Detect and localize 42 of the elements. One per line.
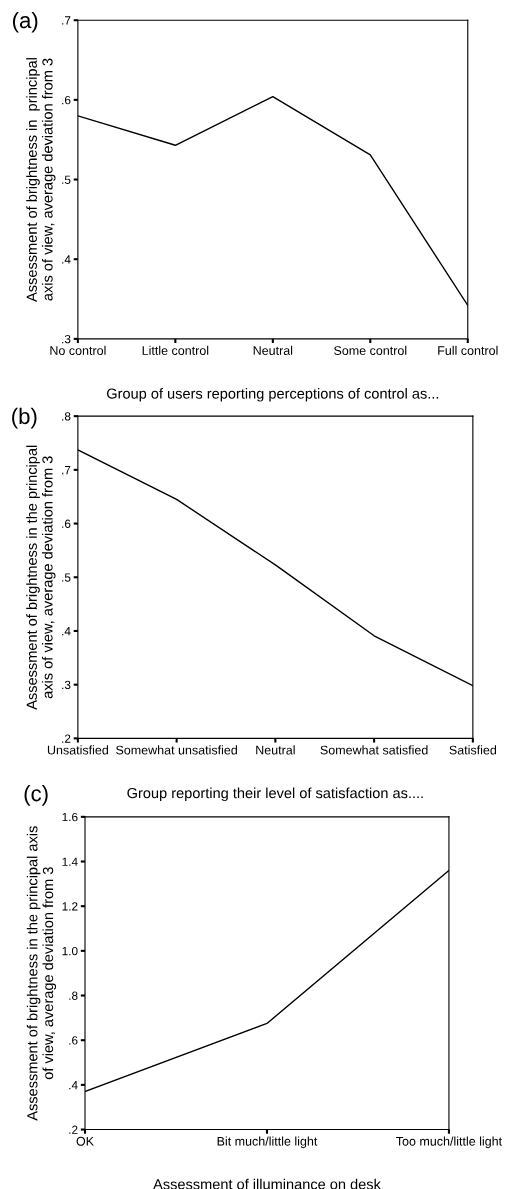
x-tick-label: Full control bbox=[438, 345, 498, 355]
y-tick-label: 1.0 bbox=[62, 946, 78, 956]
y-tick-label: .3 bbox=[62, 334, 71, 344]
y-tick-label: .6 bbox=[69, 1036, 78, 1045]
x-tick-label: Neutral bbox=[253, 345, 293, 355]
y-tick-label: .6 bbox=[62, 519, 71, 528]
y-tick-label: 1.4 bbox=[62, 857, 78, 866]
y-tick-label: .4 bbox=[62, 255, 71, 264]
y-tick-label: .2 bbox=[62, 734, 71, 743]
x-axis-title: Assessment of illuminance on desk bbox=[153, 1178, 381, 1189]
x-tick-label: Somewhat satisfied bbox=[320, 745, 428, 755]
x-tick-label: Little control bbox=[142, 345, 209, 355]
x-tick-label: Some control bbox=[334, 345, 407, 355]
y-tick-label: .8 bbox=[62, 412, 71, 421]
y-tick-label: .7 bbox=[62, 16, 71, 25]
chart-title: (b) bbox=[12, 407, 37, 429]
x-tick-label: Satisfied bbox=[449, 745, 497, 755]
y-tick-label: .5 bbox=[62, 175, 71, 184]
x-tick-label: Unsatisfied bbox=[47, 745, 108, 755]
y-tick-label: .6 bbox=[62, 95, 71, 105]
x-tick-label: Neutral bbox=[256, 745, 295, 755]
y-tick-label: .8 bbox=[69, 991, 78, 1000]
y-tick-label: 1.2 bbox=[62, 902, 78, 911]
y-tick-label: .4 bbox=[62, 627, 71, 636]
y-tick-label: .4 bbox=[69, 1081, 78, 1090]
x-tick-label: Too much/little light bbox=[396, 1136, 502, 1149]
x-axis-title: Group reporting their level of satisfaction as.... bbox=[127, 787, 423, 802]
y-axis-title: Assessment of brightness in the principal axis of view, average deviation from 3 bbox=[26, 445, 56, 710]
x-tick-label: No control bbox=[50, 345, 106, 355]
y-tick-label: .5 bbox=[62, 573, 71, 582]
x-tick-label: Somewhat unsatisfied bbox=[116, 745, 237, 755]
y-tick-label: .7 bbox=[62, 466, 71, 475]
x-tick-label: OK bbox=[76, 1136, 94, 1146]
y-axis-title: Assessment of brightness in principal axis of view, average deviation from 3 bbox=[26, 58, 56, 302]
chart-title: (a) bbox=[12, 11, 38, 33]
y-tick-label: .2 bbox=[69, 1125, 78, 1134]
chart-title: (c) bbox=[24, 785, 48, 806]
x-axis-title: Group of users reporting perceptions of control as... bbox=[106, 388, 439, 402]
x-tick-label: Bit much/little light bbox=[217, 1136, 318, 1149]
y-axis-title: Assessment of brightness in the principal axis of view, average deviation from 3 bbox=[26, 826, 57, 1121]
y-tick-label: .3 bbox=[62, 680, 71, 690]
y-tick-label: 1.6 bbox=[62, 812, 78, 822]
